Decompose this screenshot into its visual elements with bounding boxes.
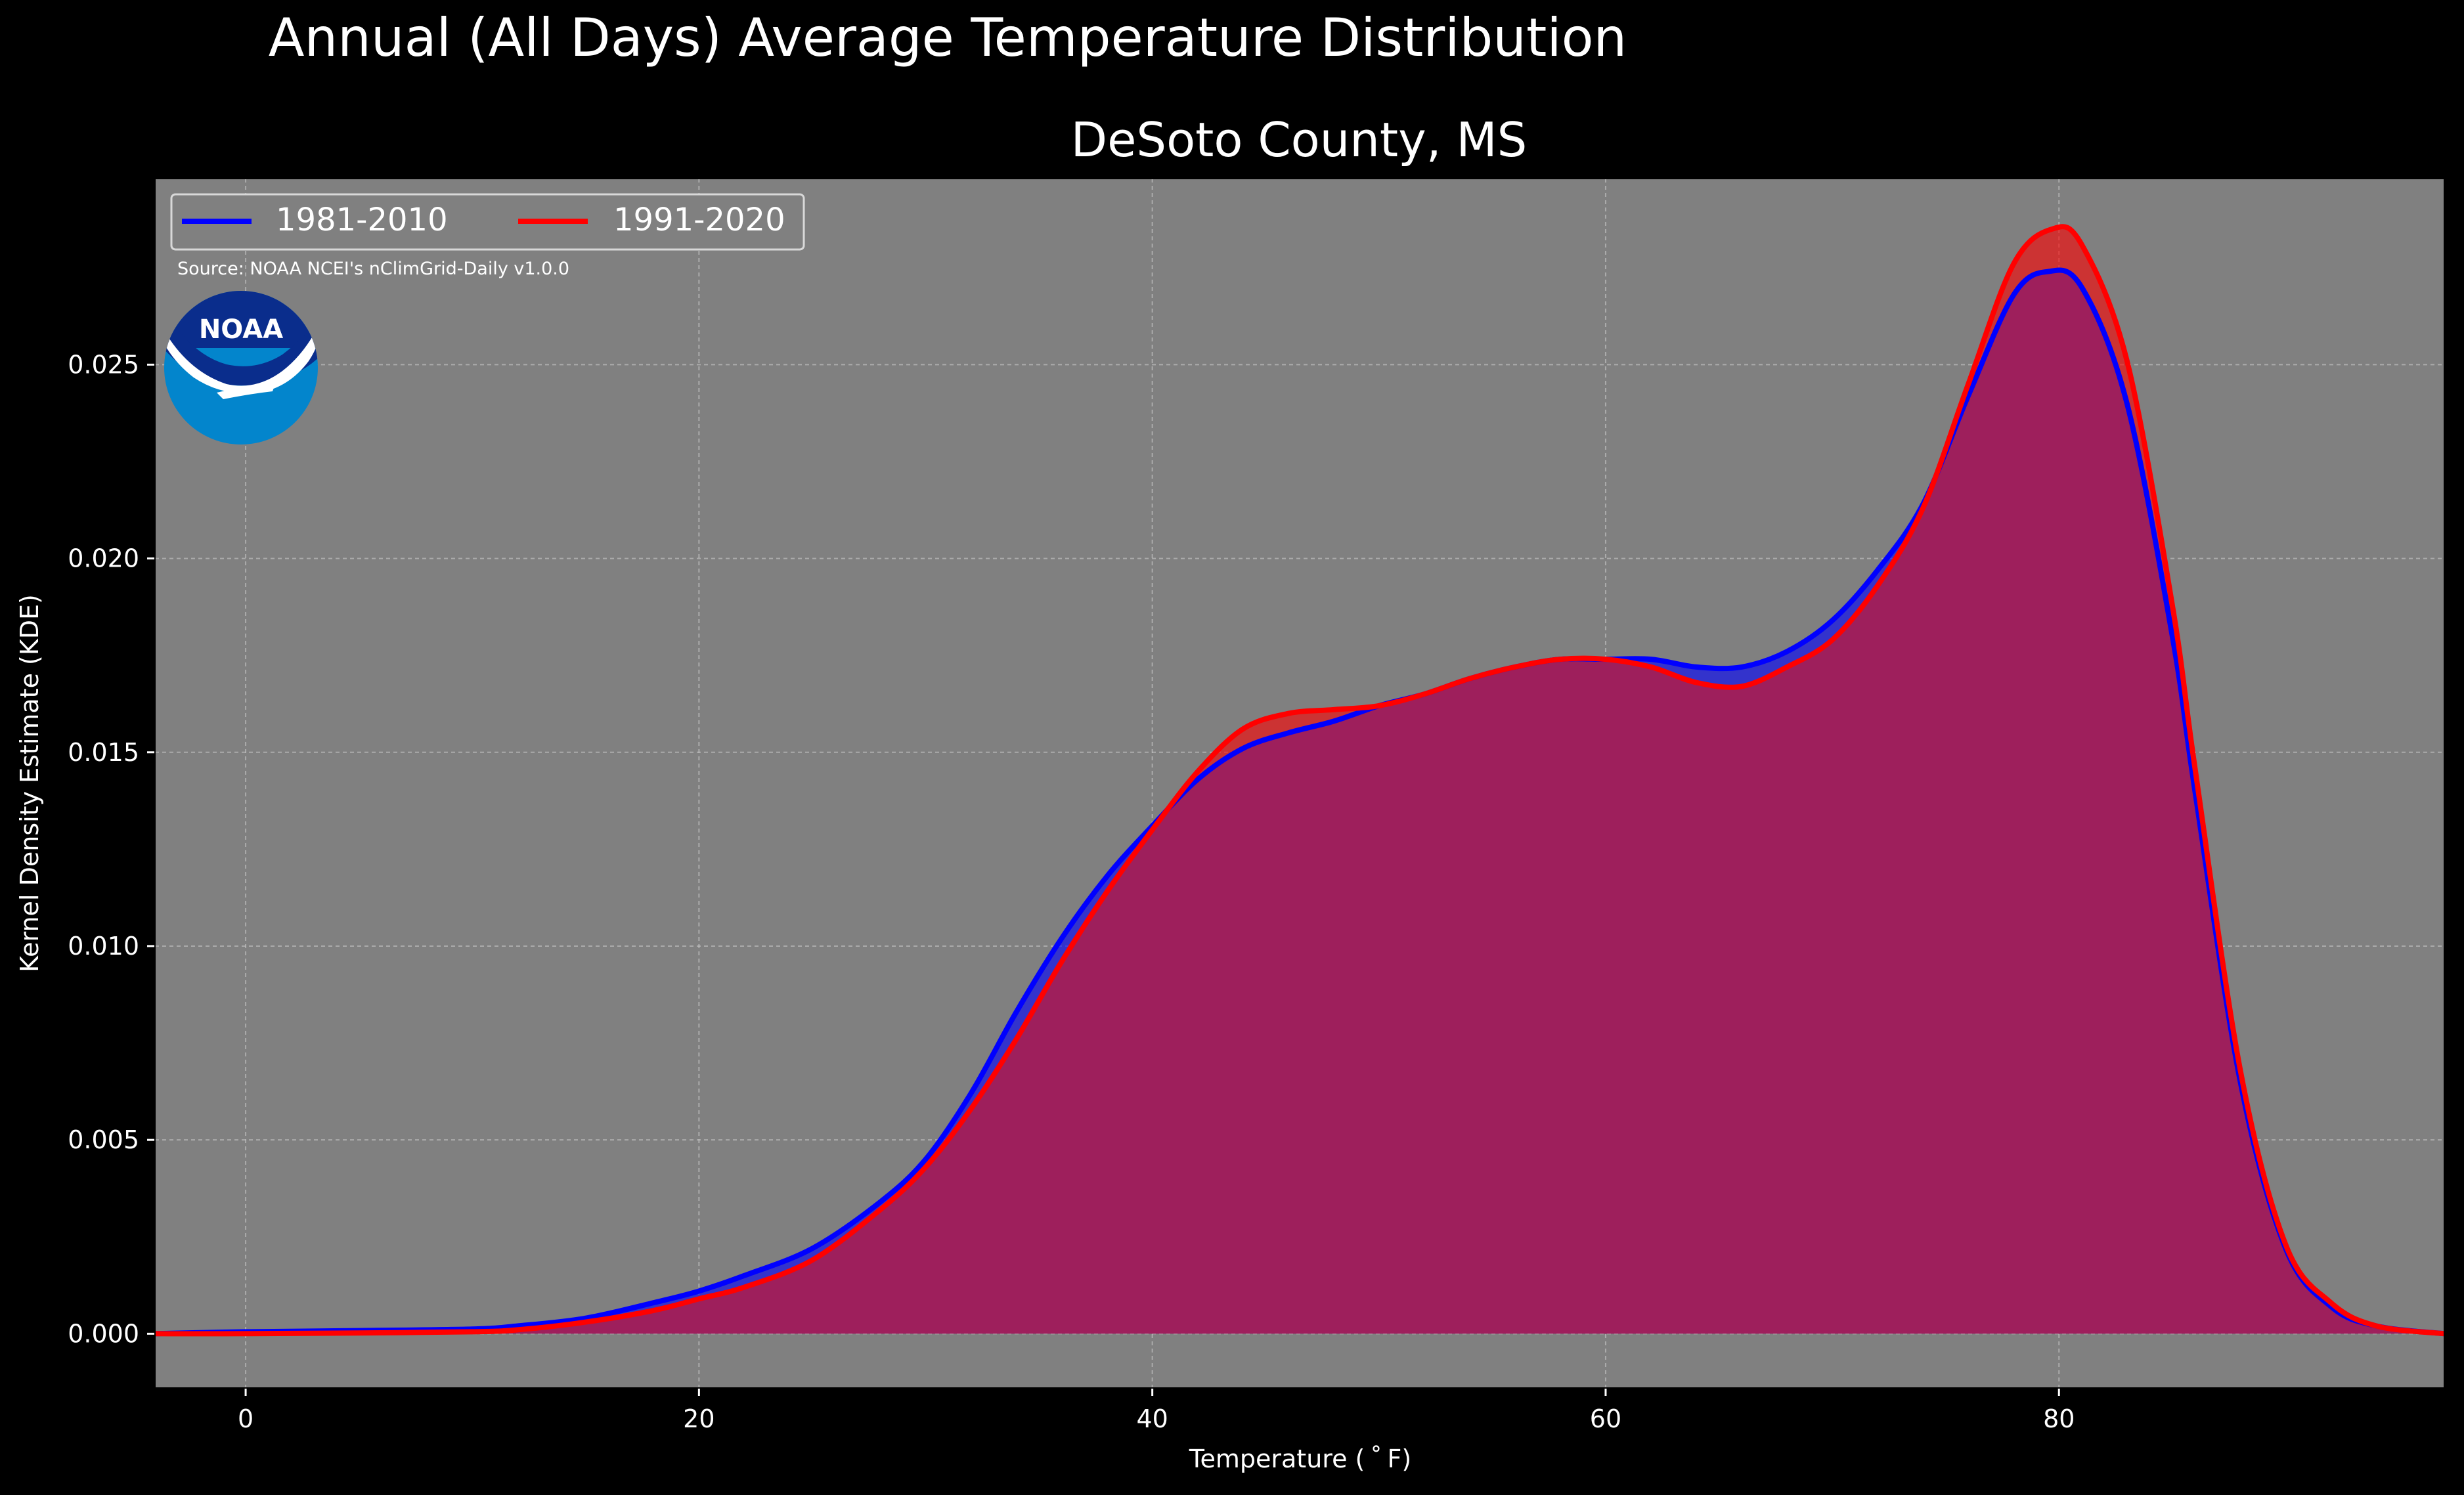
x-tick-label-40: 40 — [1136, 1404, 1168, 1433]
legend-label-1991-2020: 1991-2020 — [613, 202, 785, 238]
legend-box — [170, 193, 805, 251]
overlap-fill — [155, 270, 2444, 1334]
y-tick-label-0.005: 0.005 — [68, 1125, 139, 1154]
y-tick-label-0.010: 0.010 — [68, 932, 139, 961]
series-fills — [155, 227, 2444, 1334]
chart-title: DeSoto County, MS — [1071, 112, 1528, 167]
x-tick-label-80: 80 — [2043, 1404, 2075, 1433]
series-line-1991-2020 — [154, 224, 2445, 1337]
legend-label-1981-2010: 1981-2010 — [276, 202, 448, 238]
x-tick-label-0: 0 — [238, 1404, 253, 1433]
y-axis-label: Kernel Density Estimate (KDE) — [15, 594, 44, 972]
y-tick-label-0.000: 0.000 — [68, 1319, 139, 1348]
noaa-logo: NOAA — [164, 291, 318, 444]
y-tick-label-0.020: 0.020 — [68, 544, 139, 573]
axis-ticks: 0 20 40 60 80 0.000 0.005 0.010 0.015 0.020 0.025 — [68, 350, 2075, 1433]
plot-frame — [154, 178, 2445, 1389]
source-note: Source: NOAA NCEI's nClimGrid-Daily v1.0… — [177, 259, 569, 279]
noaa-logo-text: NOAA — [199, 314, 283, 345]
x-tick-label-60: 60 — [1590, 1404, 1621, 1433]
y-tick-label-0.025: 0.025 — [68, 350, 139, 379]
x-axis-label: Temperature ( ˚ F) — [1189, 1444, 1411, 1473]
x-tick-label-20: 20 — [683, 1404, 715, 1433]
figure-suptitle: Annual (All Days) Average Temperature Di… — [269, 7, 1627, 68]
series-lines — [154, 224, 2445, 1337]
y-tick-label-0.015: 0.015 — [68, 738, 139, 767]
legend: 1981-2010 1991-2020 — [170, 193, 805, 251]
